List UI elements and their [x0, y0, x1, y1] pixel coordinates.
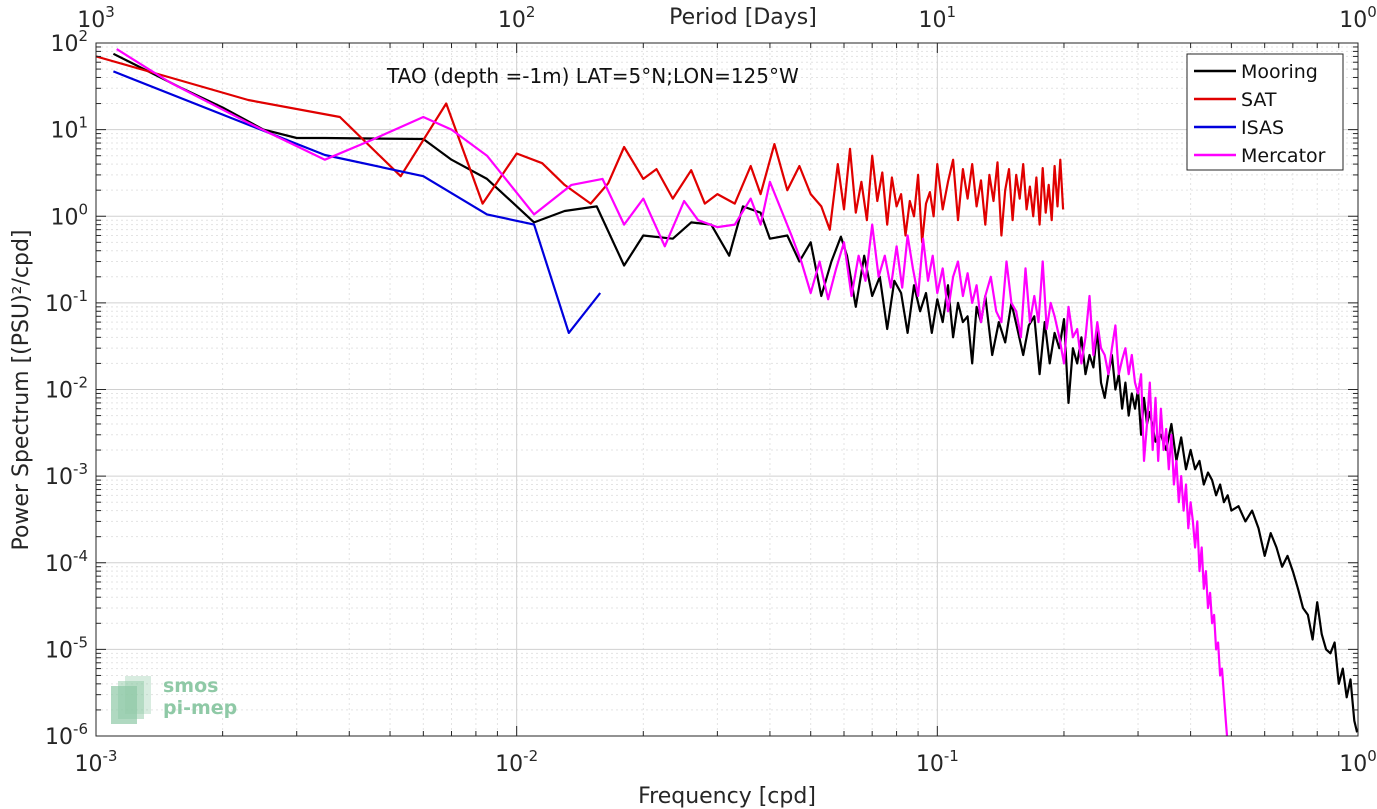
logo-text-pimep: pi-mep	[163, 697, 237, 719]
y-tick-label: 10-2	[45, 374, 88, 404]
series-line-sat	[96, 55, 1065, 244]
logo-text-smos: smos	[163, 675, 218, 697]
y-tick-label: 10-1	[45, 287, 88, 317]
major-grid	[96, 43, 1358, 736]
legend-label-sat: SAT	[1241, 89, 1277, 111]
y-tick-label: 10-5	[45, 633, 88, 663]
smos-pimep-logo: smos pi-mep	[111, 675, 237, 724]
y-axis-title: Power Spectrum [(PSU)²/cpd]	[9, 229, 34, 550]
y-tick-label: 10-3	[45, 460, 88, 490]
legend: Mooring SAT ISAS Mercator	[1186, 53, 1344, 171]
top-x-axis-title: Period [Days]	[669, 5, 817, 30]
legend-label-mercator: Mercator	[1241, 145, 1326, 167]
legend-box	[1186, 53, 1344, 171]
series-layer	[96, 48, 1358, 736]
top-x-tick-label: 103	[77, 3, 115, 33]
y-tick-label: 100	[50, 200, 88, 230]
tick-marks	[95, 42, 1359, 737]
y-tick-label: 101	[50, 114, 88, 144]
series-line-mooring	[112, 52, 1358, 733]
series-line-isas	[112, 70, 602, 334]
series-line-mercator	[116, 48, 1229, 736]
top-x-tick-label: 102	[498, 3, 536, 33]
top-x-tick-label: 100	[1339, 3, 1377, 33]
y-tick-label: 10-4	[45, 547, 88, 577]
top-x-tick-label: 101	[919, 3, 957, 33]
legend-label-isas: ISAS	[1241, 117, 1284, 139]
x-tick-label: 100	[1339, 747, 1377, 777]
minor-grid	[96, 43, 1358, 736]
x-tick-label: 10-2	[495, 747, 538, 777]
logo-panel-front	[111, 686, 137, 724]
chart-title: TAO (depth =-1m) LAT=5°N;LON=125°W	[386, 64, 799, 88]
y-tick-label: 102	[50, 27, 88, 57]
legend-label-mooring: Mooring	[1241, 61, 1318, 83]
y-tick-label: 10-6	[45, 720, 88, 750]
x-axis-title: Frequency [cpd]	[638, 784, 816, 809]
x-tick-label: 10-3	[75, 747, 118, 777]
x-tick-label: 10-1	[916, 747, 959, 777]
